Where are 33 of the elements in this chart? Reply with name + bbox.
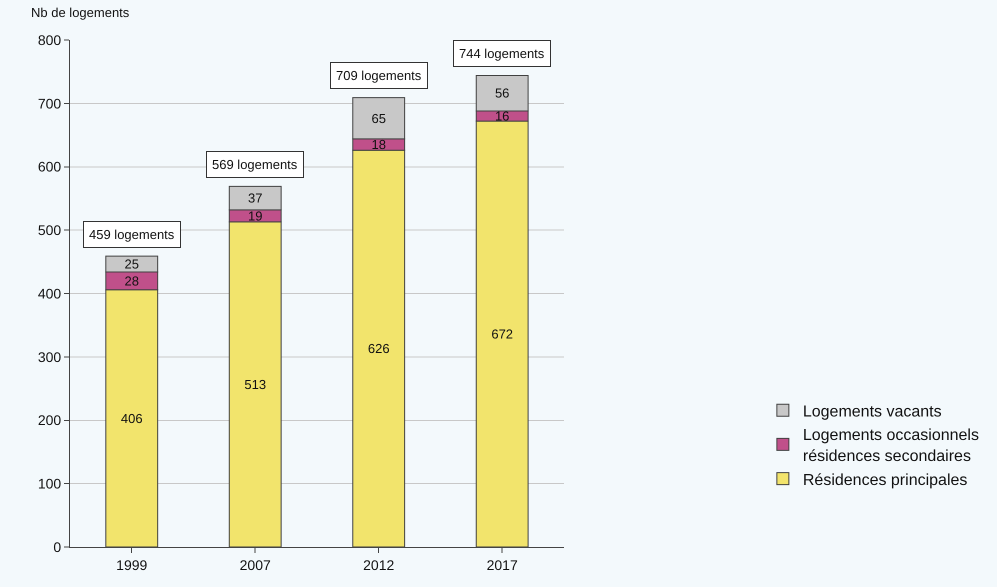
- y-tick-label: 500: [38, 222, 62, 238]
- y-tick-label: 600: [38, 158, 62, 175]
- data-label: 18: [371, 137, 386, 152]
- data-label: 19: [248, 208, 262, 224]
- y-tick-label: 800: [38, 32, 62, 48]
- y-tick-label: 300: [38, 348, 62, 365]
- y-tick-label: 200: [38, 412, 62, 428]
- x-tick-label: 2012: [363, 556, 394, 573]
- data-label: 56: [494, 86, 510, 101]
- data-label: 406: [120, 410, 143, 426]
- data-label: 37: [248, 190, 262, 206]
- y-tick-label: 400: [38, 285, 62, 302]
- data-label: 25: [124, 256, 139, 272]
- y-tick-label: 100: [38, 476, 62, 492]
- y-tick-label: 0: [53, 538, 62, 555]
- data-label: 65: [371, 110, 386, 126]
- total-label: 744 logements: [459, 46, 545, 61]
- x-tick-label: 2007: [240, 556, 271, 573]
- data-label: 626: [368, 341, 390, 356]
- y-axis-title: Nb de logements: [31, 5, 130, 20]
- data-label: 672: [491, 326, 514, 342]
- data-label: 28: [124, 273, 139, 288]
- x-tick-label: 1999: [116, 556, 148, 573]
- total-label: 709 logements: [336, 68, 422, 83]
- y-tick-label: 700: [38, 95, 62, 112]
- legend-label: Logements occasionnels résidences secondaires: [802, 427, 979, 466]
- legend-label: Résidences principales: [802, 472, 968, 489]
- legend-label: Logements vacants: [802, 403, 942, 420]
- x-tick-label: 2017: [486, 556, 518, 573]
- data-label: 16: [494, 108, 510, 124]
- total-label: 459 logements: [89, 227, 175, 242]
- total-label: 569 logements: [212, 157, 298, 172]
- data-label: 513: [244, 376, 266, 392]
